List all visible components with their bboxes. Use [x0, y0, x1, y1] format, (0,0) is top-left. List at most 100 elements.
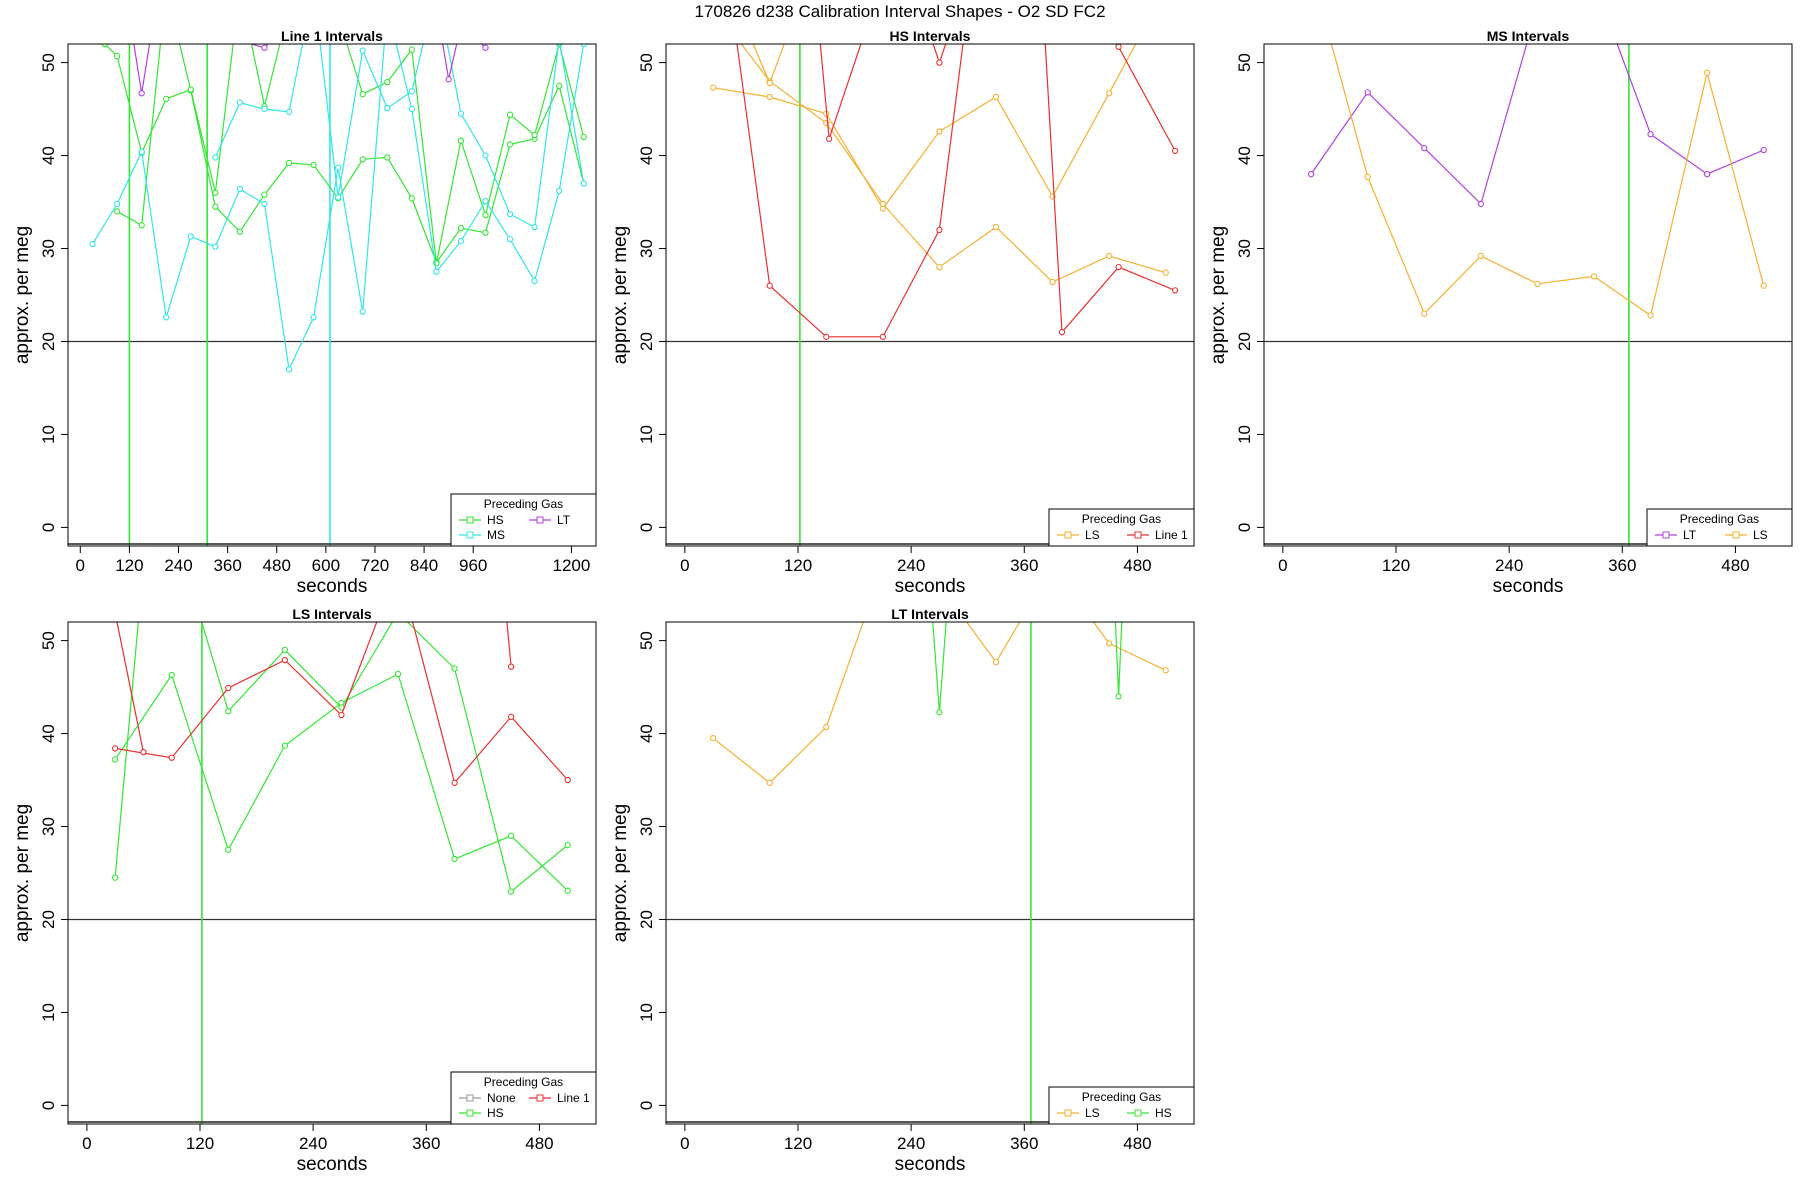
data-point: [457, 237, 465, 245]
series-line-line-1: [819, 44, 862, 139]
data-point: [1162, 667, 1169, 674]
legend-title: Preceding Gas: [1680, 512, 1759, 526]
legend-box: [1646, 508, 1793, 547]
series-line-ls: [740, 44, 1166, 283]
data-point: [823, 723, 830, 731]
data-point: [89, 240, 96, 248]
series-line-line-1: [736, 44, 964, 338]
legend-entry-line-1: Line 1: [1155, 528, 1188, 542]
data-point: [992, 658, 1000, 666]
data-point: [992, 93, 1000, 101]
data-point: [557, 37, 562, 42]
data-point: [408, 46, 415, 53]
plot-data-area: [666, 564, 1194, 1124]
data-point: [451, 665, 458, 672]
series-line-line-1: [1044, 44, 1176, 334]
data-point: [310, 314, 317, 321]
y-tick-label: 30: [39, 817, 58, 836]
y-tick-label: 40: [637, 146, 656, 165]
data-point: [163, 95, 170, 102]
plot-4: LS Intervals 0 120 240 360 480 0 10 20 30 40 50 seco…: [12, 564, 597, 1175]
data-point: [499, 564, 504, 569]
plot-frame: [665, 621, 1195, 1125]
y-tick-label: 10: [39, 425, 58, 444]
legend-title: Preceding Gas: [1082, 1090, 1161, 1104]
series-line-hs: [104, 44, 585, 264]
data-point: [212, 243, 219, 250]
data-point: [225, 708, 232, 715]
y-tick-label: 10: [39, 1003, 58, 1022]
plot-frame: [67, 43, 597, 547]
data-point: [457, 137, 465, 144]
figure-title: 170826 d238 Calibration Interval Shapes …: [694, 2, 1106, 21]
data-point: [1105, 90, 1113, 97]
legend: Preceding Gas HS LT MS: [450, 493, 597, 547]
data-point: [1097, 23, 1102, 28]
data-point: [1111, 582, 1116, 587]
x-tick-label: 120: [186, 1134, 214, 1153]
data-point: [507, 663, 515, 670]
data-point: [236, 99, 244, 106]
legend-entry-lt: LT: [557, 513, 571, 527]
data-point: [151, 14, 156, 19]
x-tick-label: 120: [784, 556, 812, 575]
x-tick-label: 360: [1608, 556, 1636, 575]
data-point: [766, 93, 773, 101]
data-point: [384, 154, 391, 161]
data-point: [766, 779, 773, 786]
data-point: [127, 14, 132, 19]
data-point: [1050, 564, 1055, 569]
legend-marker: [1064, 531, 1072, 539]
data-point: [113, 208, 121, 215]
data-point: [261, 44, 268, 51]
legend-marker: [1134, 531, 1142, 539]
data-point: [1421, 310, 1428, 317]
y-tick-label: 20: [1235, 332, 1254, 351]
legend-entry-lt: LT: [1683, 528, 1697, 542]
data-point: [965, 4, 970, 9]
x-tick-label: 360: [1010, 556, 1038, 575]
y-tick-label: 0: [1235, 523, 1254, 532]
x-tick-label: 0: [82, 1134, 91, 1153]
y-tick-label: 50: [637, 631, 656, 650]
plot-title: HS Intervals: [890, 28, 971, 44]
legend-entry-ms: MS: [487, 528, 505, 542]
data-point: [556, 187, 563, 195]
y-tick-label: 20: [39, 332, 58, 351]
data-point: [1041, 4, 1046, 9]
x-tick-label: 720: [361, 556, 389, 575]
data-point: [1162, 269, 1169, 276]
data-point: [285, 366, 293, 373]
data-point: [281, 656, 289, 664]
plot-frame: [67, 621, 597, 1125]
data-point: [1703, 69, 1711, 76]
series-line-lt: [442, 44, 486, 80]
x-tick-label: 120: [1382, 556, 1410, 575]
data-point: [281, 646, 289, 654]
x-tick-label: 240: [897, 1134, 925, 1153]
y-tick-label: 20: [637, 332, 656, 351]
data-point: [163, 314, 170, 321]
series-line-ms: [214, 44, 585, 229]
data-point: [709, 735, 717, 742]
data-point: [506, 111, 514, 118]
x-tick-label: 480: [1721, 556, 1749, 575]
legend-entry-ls: LS: [1085, 1106, 1100, 1120]
plot-3: MS Intervals 0 120 240 360 480 0 10 20 30 40 50 seco…: [1208, 28, 1793, 597]
data-point: [1590, 273, 1598, 280]
legend-entry-hs: HS: [487, 513, 504, 527]
x-tick-label: 840: [410, 556, 438, 575]
data-point: [1477, 252, 1485, 260]
data-point: [1760, 146, 1767, 154]
data-point: [113, 200, 121, 208]
data-point: [261, 200, 268, 208]
data-point: [286, 4, 291, 9]
plot-1: Line 1 Intervals 0 120 240 360 480 600 720 840 96…: [12, 4, 597, 597]
data-point: [739, 14, 744, 19]
legend-entry-ls: LS: [1085, 528, 1100, 542]
y-tick-label: 20: [637, 910, 656, 929]
y-tick-label: 40: [39, 146, 58, 165]
data-point: [1307, 170, 1315, 178]
y-tick-label: 30: [637, 817, 656, 836]
data-point: [936, 263, 943, 271]
